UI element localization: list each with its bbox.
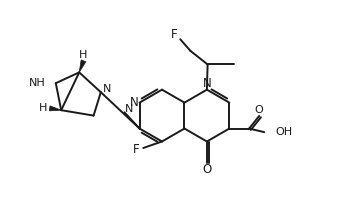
Text: F: F xyxy=(133,143,139,156)
Text: F: F xyxy=(171,28,177,41)
Text: O: O xyxy=(255,105,264,115)
Text: N: N xyxy=(129,96,138,109)
Text: H: H xyxy=(39,103,48,113)
Text: H: H xyxy=(79,50,88,60)
Text: O: O xyxy=(202,163,212,176)
Polygon shape xyxy=(49,106,61,111)
Text: N: N xyxy=(103,84,111,94)
Text: N: N xyxy=(203,77,211,90)
Text: NH: NH xyxy=(29,78,46,88)
Text: N: N xyxy=(125,104,134,114)
Polygon shape xyxy=(79,60,86,72)
Text: OH: OH xyxy=(275,127,292,137)
